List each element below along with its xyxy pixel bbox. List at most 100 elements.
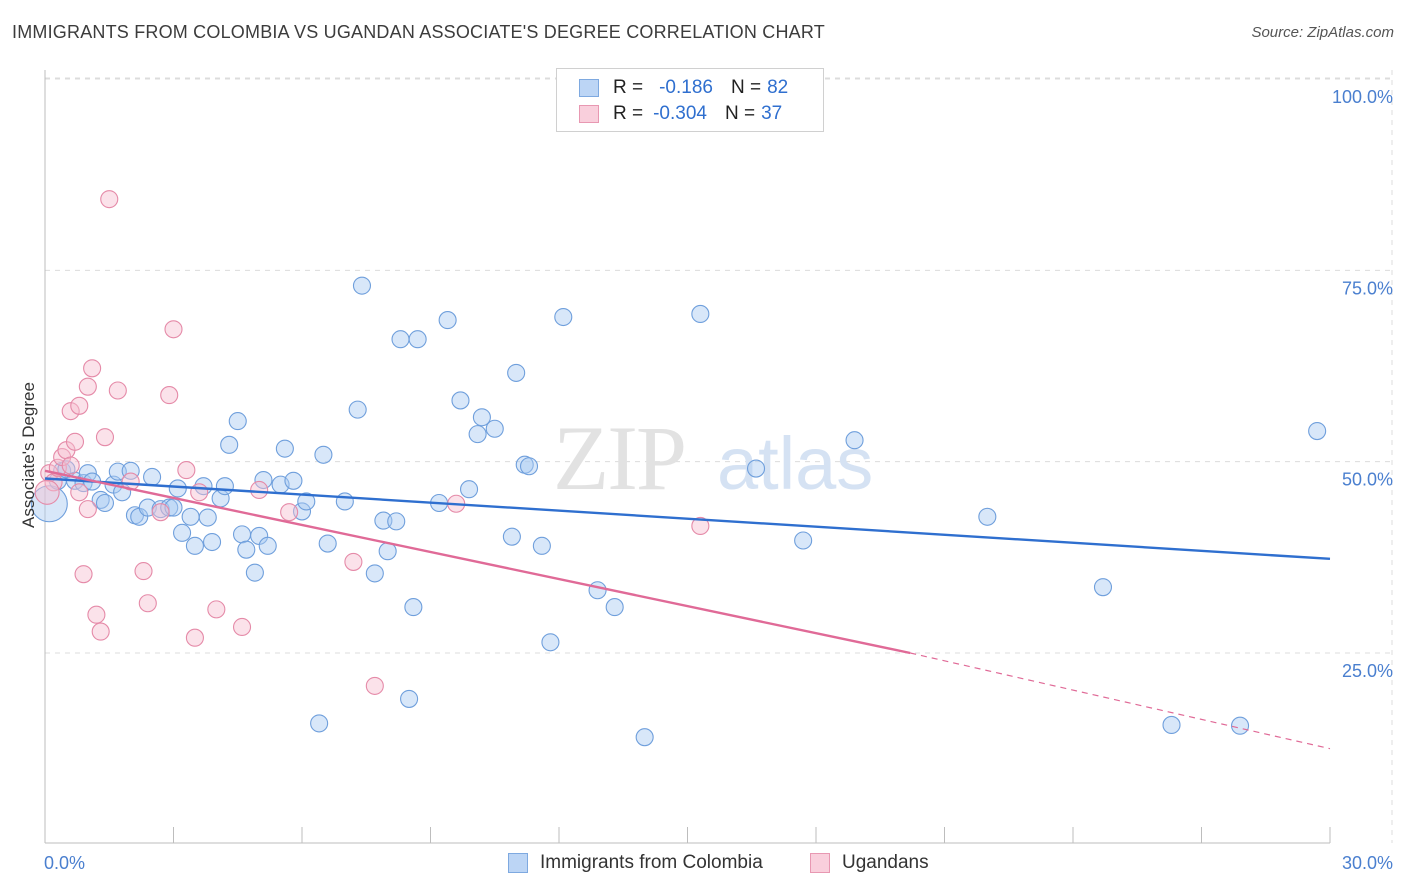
source-credit: Source: ZipAtlas.com xyxy=(1251,24,1394,41)
legend-n-label: N = xyxy=(730,77,762,98)
y-tick-label: 50.0% xyxy=(1342,470,1393,490)
colombia-point xyxy=(292,502,312,521)
legend-label-ugandans: Ugandans xyxy=(842,852,929,873)
colombia-point xyxy=(215,477,234,496)
ugandans-point xyxy=(70,483,89,502)
ugandans-point xyxy=(365,676,384,695)
colombia-point xyxy=(468,425,487,444)
colombia-point xyxy=(297,492,316,511)
series-colombia-points xyxy=(30,276,1327,747)
x-tick-label: 30.0% xyxy=(1342,853,1393,873)
tick-labels: 25.0% 50.0% 75.0% 100.0% 0.0% 30.0% xyxy=(44,87,1393,873)
colombia-point xyxy=(502,527,521,546)
ugandans-point xyxy=(91,622,110,641)
legend-n-label: N = xyxy=(724,103,756,124)
colombia-point xyxy=(173,523,192,542)
colombia-point xyxy=(314,445,333,464)
ugandans-point xyxy=(65,432,85,451)
colombia-point xyxy=(310,714,329,733)
colombia-point xyxy=(284,471,303,490)
legend-n-value: 82 xyxy=(767,77,789,98)
watermark-zip: ZIP xyxy=(553,407,685,509)
colombia-point xyxy=(635,728,654,747)
colombia-point xyxy=(318,534,337,553)
colombia-point xyxy=(588,581,607,600)
axes xyxy=(44,70,1331,844)
colombia-point xyxy=(472,408,491,427)
colombia-point xyxy=(160,498,179,517)
ugandans-trend-line xyxy=(44,469,911,655)
colombia-point xyxy=(978,507,997,526)
colombia-point xyxy=(391,330,410,349)
legend-r-value: -0.304 xyxy=(653,103,707,124)
legend-row-ugandans: R = -0.304 N = 37 xyxy=(579,102,782,126)
ugandans-point xyxy=(151,503,170,522)
colombia-point xyxy=(691,304,710,324)
colombia-point xyxy=(185,536,204,555)
colombia-point xyxy=(408,330,427,349)
colombia-point xyxy=(451,391,470,410)
colombia-point xyxy=(365,564,384,583)
ugandans-point xyxy=(95,428,115,447)
legend-swatch-pink xyxy=(579,105,599,123)
legend-swatch-blue xyxy=(579,79,599,97)
colombia-point xyxy=(237,540,256,559)
legend-n-value: 37 xyxy=(761,103,783,124)
colombia-trend-line xyxy=(44,477,1331,561)
colombia-point xyxy=(203,532,222,552)
ugandans-point xyxy=(87,605,106,624)
colombia-point xyxy=(181,507,200,526)
ugandans-point xyxy=(164,320,183,339)
colombia-point xyxy=(845,431,864,450)
ugandans-point xyxy=(78,377,97,396)
colombia-point xyxy=(168,479,187,498)
legend-item-colombia[interactable]: Immigrants from Colombia xyxy=(508,852,763,874)
ugandans-point xyxy=(207,600,226,619)
ugandans-point xyxy=(74,565,93,584)
y-tick-label: 100.0% xyxy=(1332,87,1393,107)
colombia-point xyxy=(374,511,393,530)
ugandans-point xyxy=(61,402,80,421)
colombia-point xyxy=(541,633,560,652)
legend-row-colombia: R = -0.186 N = 82 xyxy=(579,76,788,100)
colombia-point xyxy=(1231,716,1250,735)
x-tick-label: 0.0% xyxy=(44,853,85,873)
ugandans-point xyxy=(280,503,299,522)
legend-swatch-blue xyxy=(508,853,528,873)
chart-title: IMMIGRANTS FROM COLOMBIA VS UGANDAN ASSO… xyxy=(12,22,825,42)
ugandans-point xyxy=(61,456,80,475)
y-tick-label: 75.0% xyxy=(1342,278,1393,298)
colombia-point xyxy=(400,689,419,708)
colombia-point xyxy=(438,311,457,330)
series-legend: Immigrants from Colombia Ugandans xyxy=(0,852,1406,878)
colombia-point xyxy=(746,459,766,478)
colombia-point xyxy=(532,536,551,555)
colombia-point xyxy=(258,536,277,555)
colombia-point xyxy=(485,419,504,438)
colombia-point xyxy=(335,492,354,511)
colombia-point xyxy=(220,435,239,454)
colombia-point xyxy=(245,563,264,582)
y-axis-label: Associate's Degree xyxy=(19,382,38,528)
colombia-point xyxy=(228,412,247,431)
ugandans-point xyxy=(691,516,710,536)
ugandans-point xyxy=(108,381,127,400)
ugandans-point xyxy=(34,479,60,505)
ugandans-point xyxy=(190,483,209,502)
colombia-point xyxy=(519,457,539,476)
ugandans-point xyxy=(185,628,204,647)
colombia-point xyxy=(254,470,273,490)
ugandans-point xyxy=(250,480,269,500)
colombia-point xyxy=(275,439,294,458)
ugandans-point xyxy=(177,461,196,480)
colombia-point xyxy=(348,400,367,419)
ugandans-trend-extension xyxy=(910,652,1331,750)
legend-swatch-pink xyxy=(810,853,830,873)
legend-label-colombia: Immigrants from Colombia xyxy=(540,852,763,873)
gridlines xyxy=(45,70,1393,843)
ugandans-point xyxy=(232,617,252,637)
ugandans-point xyxy=(134,562,153,581)
colombia-point xyxy=(121,461,140,480)
legend-item-ugandans[interactable]: Ugandans xyxy=(810,852,929,874)
colombia-point xyxy=(554,307,573,327)
